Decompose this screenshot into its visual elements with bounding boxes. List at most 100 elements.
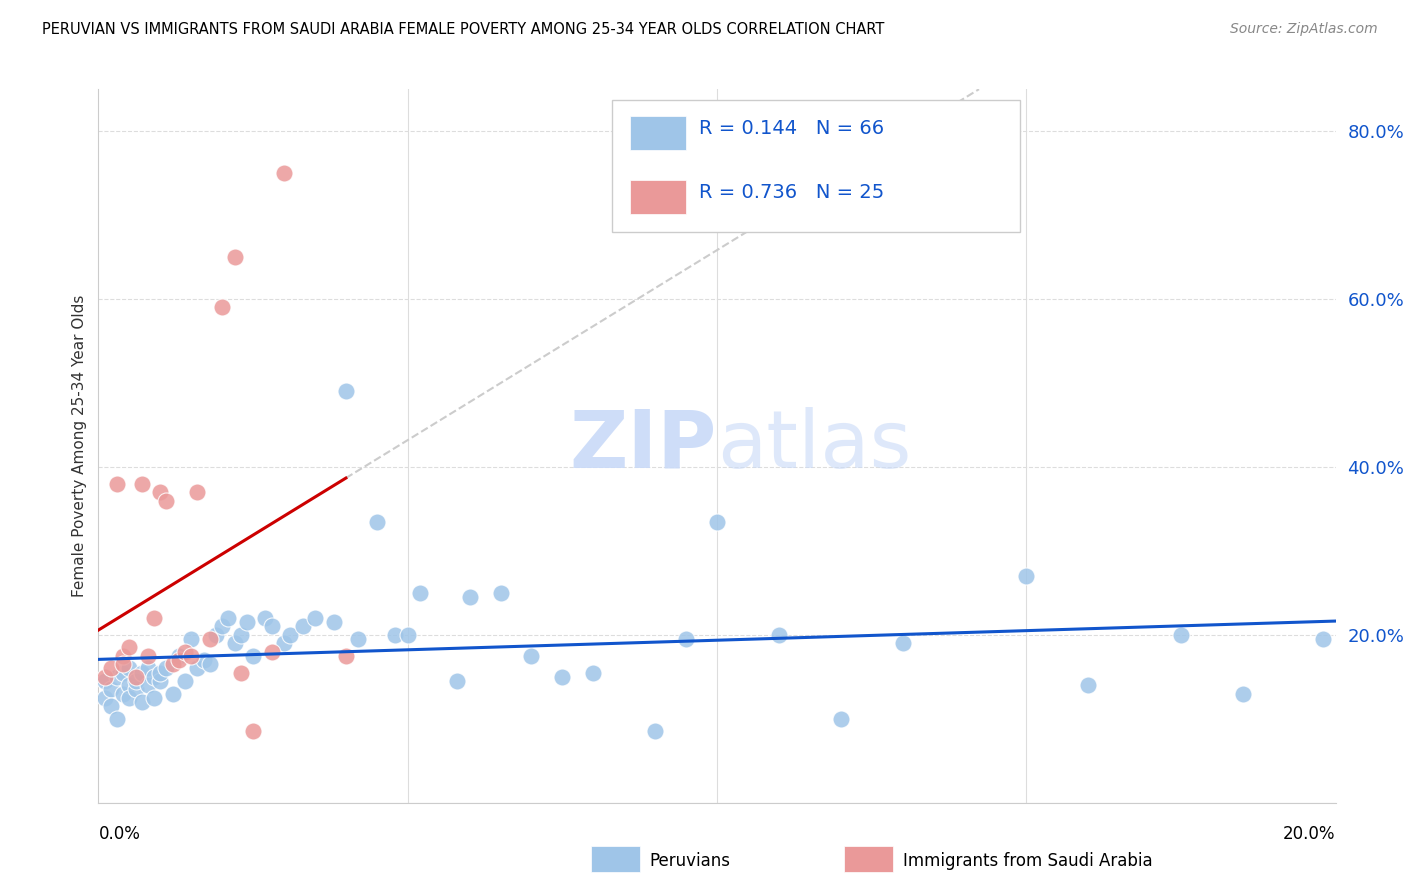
Text: ZIP: ZIP bbox=[569, 407, 717, 485]
Point bbox=[211, 619, 233, 633]
Point bbox=[236, 615, 259, 630]
Point bbox=[396, 628, 419, 642]
Point bbox=[644, 724, 666, 739]
Point bbox=[136, 661, 159, 675]
Point bbox=[186, 485, 208, 500]
Point bbox=[136, 678, 159, 692]
Point bbox=[409, 586, 432, 600]
Point bbox=[118, 690, 141, 705]
Point bbox=[112, 657, 135, 672]
Point bbox=[273, 166, 295, 180]
Point bbox=[180, 632, 202, 646]
Point bbox=[304, 611, 326, 625]
Point bbox=[155, 661, 177, 675]
Point bbox=[1232, 687, 1254, 701]
Point bbox=[224, 636, 246, 650]
Point bbox=[143, 670, 166, 684]
Point bbox=[180, 648, 202, 663]
Point bbox=[273, 636, 295, 650]
Point bbox=[118, 640, 141, 655]
Point bbox=[675, 632, 697, 646]
Point bbox=[335, 384, 357, 399]
Point bbox=[384, 628, 406, 642]
Point bbox=[489, 586, 512, 600]
Point bbox=[224, 250, 246, 264]
Point bbox=[193, 653, 215, 667]
Point bbox=[155, 493, 177, 508]
Point bbox=[1015, 569, 1038, 583]
Point bbox=[260, 619, 283, 633]
Point bbox=[768, 628, 790, 642]
Point bbox=[162, 657, 184, 672]
Point bbox=[174, 645, 197, 659]
Point bbox=[205, 628, 228, 642]
Point bbox=[291, 619, 314, 633]
Point bbox=[1077, 678, 1099, 692]
Point bbox=[131, 476, 153, 491]
Point bbox=[105, 712, 128, 726]
Text: R = 0.736   N = 25: R = 0.736 N = 25 bbox=[699, 183, 884, 202]
Point bbox=[105, 476, 128, 491]
Text: PERUVIAN VS IMMIGRANTS FROM SAUDI ARABIA FEMALE POVERTY AMONG 25-34 YEAR OLDS CO: PERUVIAN VS IMMIGRANTS FROM SAUDI ARABIA… bbox=[42, 22, 884, 37]
Point bbox=[278, 628, 301, 642]
Point bbox=[891, 636, 914, 650]
Point bbox=[118, 661, 141, 675]
Point bbox=[335, 648, 357, 663]
Text: Immigrants from Saudi Arabia: Immigrants from Saudi Arabia bbox=[903, 852, 1153, 870]
Point bbox=[118, 678, 141, 692]
Point bbox=[131, 665, 153, 680]
Point bbox=[112, 687, 135, 701]
Point bbox=[446, 674, 468, 689]
Point bbox=[229, 628, 252, 642]
Point bbox=[551, 670, 574, 684]
Point bbox=[124, 670, 146, 684]
Y-axis label: Female Poverty Among 25-34 Year Olds: Female Poverty Among 25-34 Year Olds bbox=[72, 295, 87, 597]
Text: R = 0.144   N = 66: R = 0.144 N = 66 bbox=[699, 119, 883, 138]
Point bbox=[242, 648, 264, 663]
Point bbox=[100, 682, 122, 697]
Point bbox=[131, 695, 153, 709]
Text: Source: ZipAtlas.com: Source: ZipAtlas.com bbox=[1230, 22, 1378, 37]
Point bbox=[1170, 628, 1192, 642]
Bar bbox=[630, 180, 686, 214]
Point bbox=[322, 615, 344, 630]
Point bbox=[112, 648, 135, 663]
Point bbox=[124, 682, 146, 697]
Point bbox=[174, 674, 197, 689]
Point bbox=[198, 632, 221, 646]
Point bbox=[100, 699, 122, 714]
Point bbox=[167, 653, 190, 667]
Text: Peruvians: Peruvians bbox=[650, 852, 731, 870]
Point bbox=[149, 674, 172, 689]
Point bbox=[143, 690, 166, 705]
Point bbox=[124, 674, 146, 689]
Point bbox=[366, 515, 388, 529]
Text: atlas: atlas bbox=[717, 407, 911, 485]
Point bbox=[186, 661, 208, 675]
Point bbox=[242, 724, 264, 739]
Point bbox=[93, 690, 115, 705]
Text: 0.0%: 0.0% bbox=[98, 825, 141, 843]
Point bbox=[112, 665, 135, 680]
Text: 20.0%: 20.0% bbox=[1284, 825, 1336, 843]
Point bbox=[149, 665, 172, 680]
Point bbox=[162, 687, 184, 701]
Point bbox=[1312, 632, 1334, 646]
Point bbox=[149, 485, 172, 500]
FancyBboxPatch shape bbox=[612, 100, 1021, 232]
Point bbox=[706, 515, 728, 529]
Point bbox=[167, 648, 190, 663]
Point bbox=[260, 645, 283, 659]
Point bbox=[582, 665, 605, 680]
Point bbox=[143, 611, 166, 625]
Point bbox=[254, 611, 277, 625]
Point bbox=[217, 611, 239, 625]
Point bbox=[211, 301, 233, 315]
Point bbox=[830, 712, 852, 726]
Point bbox=[347, 632, 370, 646]
Point bbox=[136, 648, 159, 663]
Point bbox=[93, 670, 115, 684]
Point bbox=[520, 648, 543, 663]
Point bbox=[229, 665, 252, 680]
Point bbox=[198, 657, 221, 672]
